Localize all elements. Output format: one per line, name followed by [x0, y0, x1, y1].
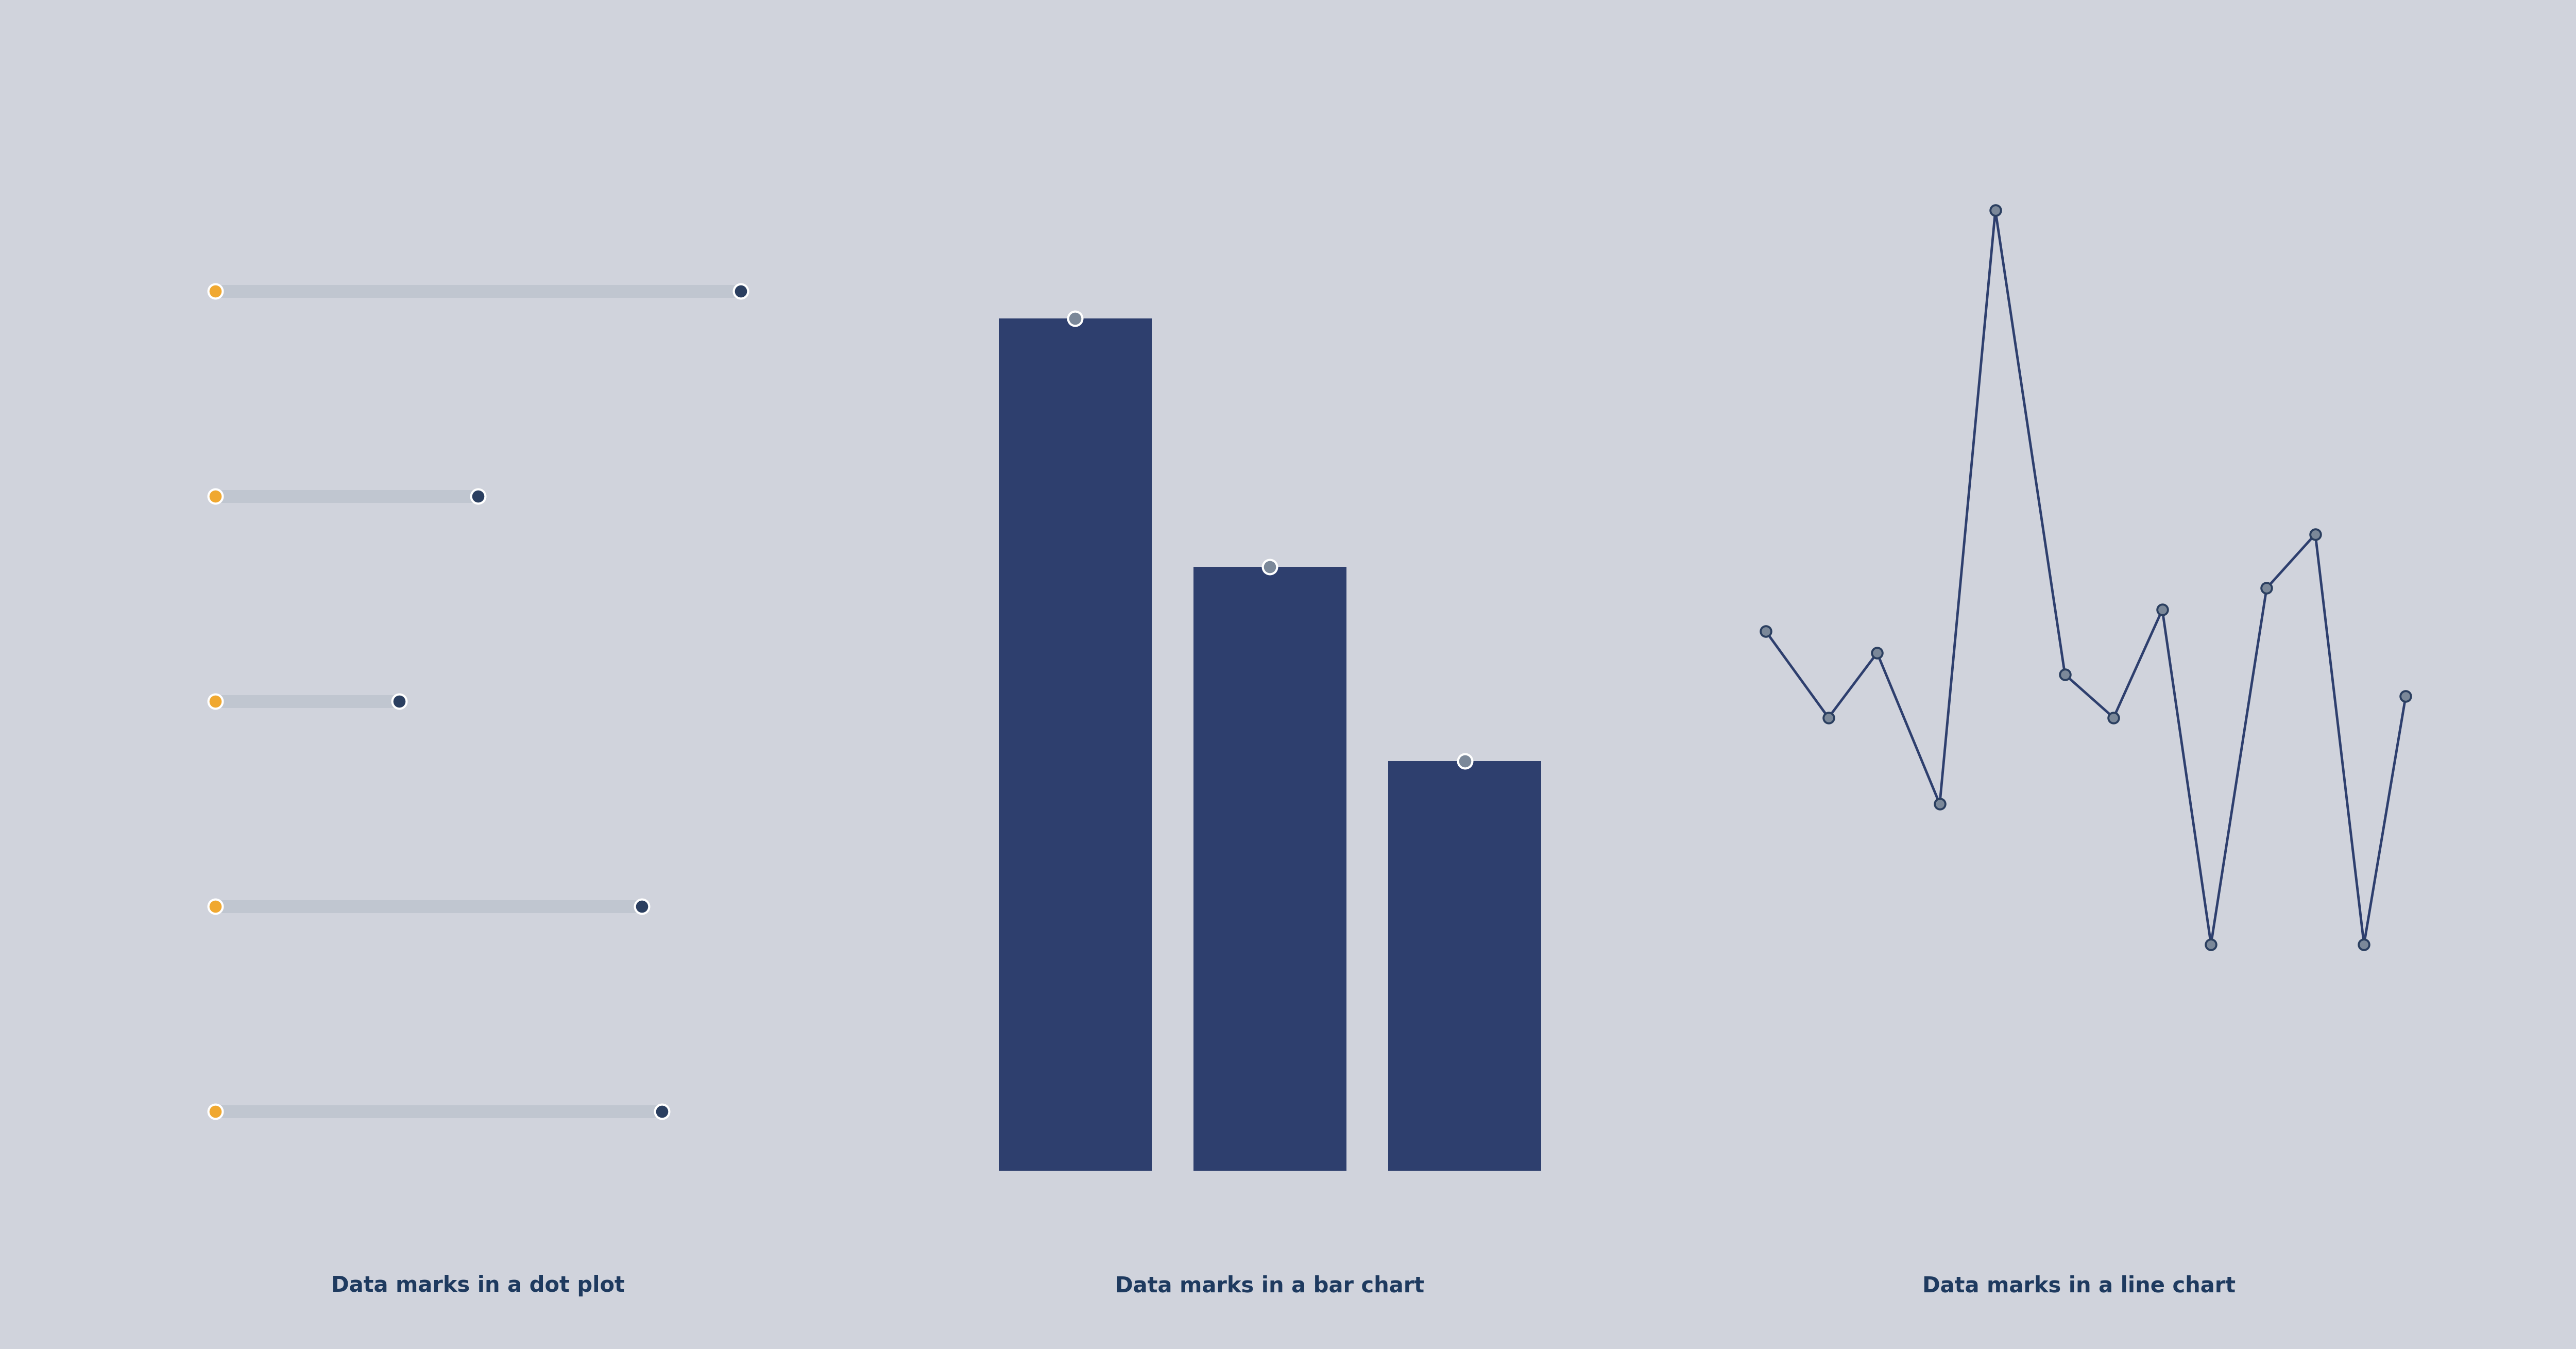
Point — [196, 1101, 237, 1122]
Point — [2092, 707, 2133, 728]
Point — [2141, 599, 2182, 621]
Point — [721, 281, 762, 302]
Point — [1747, 621, 1788, 642]
Point — [1054, 308, 1095, 329]
Point — [1919, 793, 1960, 815]
Point — [2344, 934, 2385, 955]
Point — [1808, 707, 1850, 728]
Point — [641, 1101, 683, 1122]
Point — [196, 281, 237, 302]
Point — [379, 691, 420, 712]
Point — [1249, 556, 1291, 577]
Bar — [1388, 761, 1540, 1171]
Point — [2190, 934, 2231, 955]
Point — [2295, 523, 2336, 545]
Point — [621, 896, 662, 917]
Point — [2045, 664, 2087, 685]
Text: Data marks in a line chart: Data marks in a line chart — [1922, 1275, 2236, 1296]
Text: Data marks in a dot plot: Data marks in a dot plot — [332, 1275, 623, 1296]
Point — [196, 896, 237, 917]
Point — [196, 691, 237, 712]
Bar — [1193, 567, 1347, 1171]
Bar — [999, 318, 1151, 1171]
Text: Data marks in a bar chart: Data marks in a bar chart — [1115, 1275, 1425, 1296]
Point — [1445, 750, 1486, 772]
Point — [1976, 200, 2017, 221]
Point — [459, 486, 500, 507]
Point — [2246, 577, 2287, 599]
Point — [2385, 685, 2427, 707]
Point — [196, 486, 237, 507]
Point — [1857, 642, 1899, 664]
